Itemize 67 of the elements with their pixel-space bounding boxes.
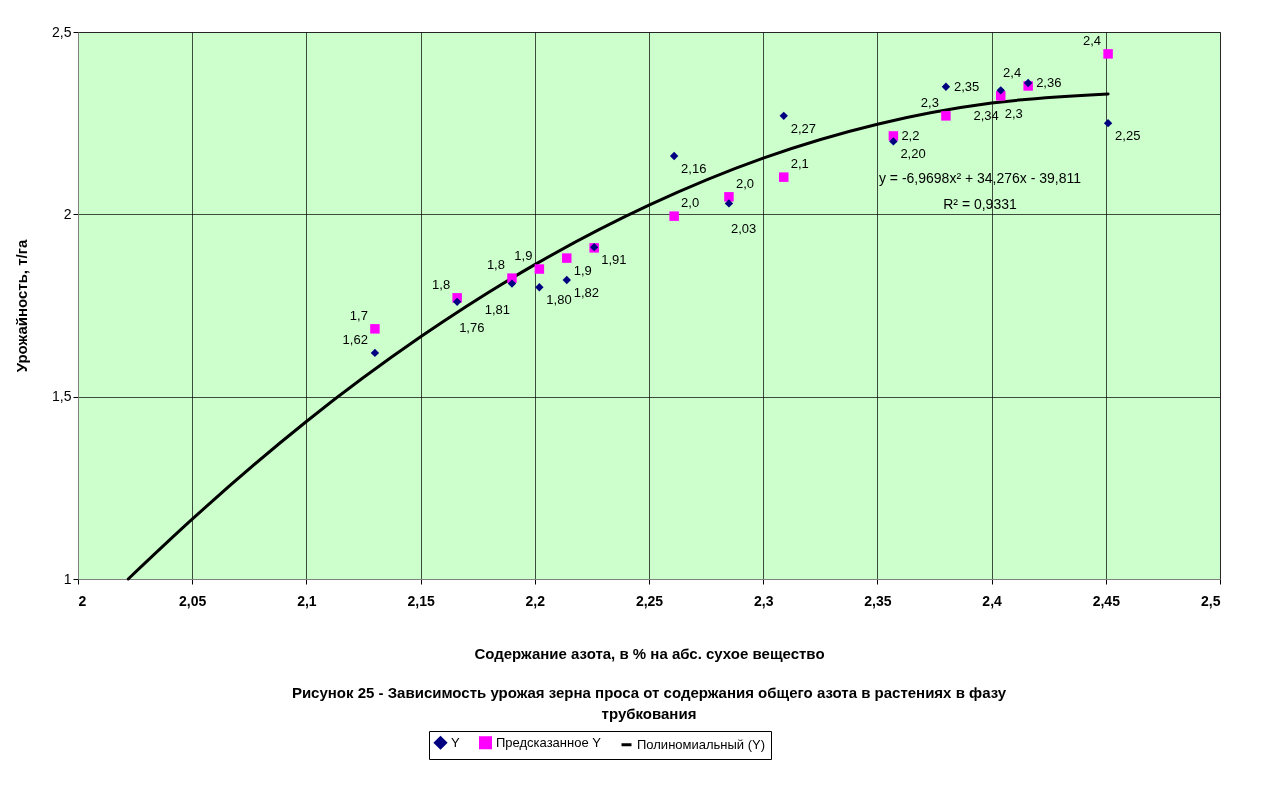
x-tick-label: 2,45 <box>1092 592 1121 609</box>
x-tick-label: 2,1 <box>297 592 317 609</box>
x-tick-label: 2,4 <box>982 592 1003 609</box>
data-label: 2,35 <box>953 78 980 94</box>
x-axis-title: Содержание азота, в % на абс. сухое вещество <box>474 644 825 662</box>
x-tick-label: 2,35 <box>864 592 892 609</box>
legend-label: Предсказанное Y <box>496 734 602 750</box>
y-tick-label: 2 <box>63 205 72 222</box>
y-tick-label: 1 <box>63 570 72 587</box>
data-label: 1,9 <box>573 263 592 279</box>
data-label: 2,4 <box>1083 32 1102 48</box>
data-label: 2,3 <box>920 94 939 110</box>
legend-label: Y <box>451 734 460 750</box>
data-label: 2,03 <box>730 221 757 237</box>
data-label: 1,9 <box>514 248 533 264</box>
point <box>452 297 462 307</box>
y-tick-label: 2,5 <box>52 23 72 40</box>
point <box>889 137 898 146</box>
data-label: 2,36 <box>1036 75 1062 91</box>
point <box>1103 49 1113 59</box>
data-label: 2,2 <box>901 127 920 143</box>
data-label: 2,0 <box>681 195 700 211</box>
data-label: 1,91 <box>601 252 627 268</box>
legend-label: Полиномиальный (Y) <box>637 736 766 752</box>
point <box>562 253 572 263</box>
data-label: 2,20 <box>900 146 926 162</box>
data-label: 1,81 <box>484 301 510 317</box>
point <box>562 275 571 285</box>
data-label: 2,0 <box>735 175 755 191</box>
x-tick-label: 2,15 <box>407 592 435 609</box>
point <box>534 264 545 274</box>
data-label: 1,62 <box>342 331 368 347</box>
x-tick-label: 2,2 <box>525 592 546 609</box>
point <box>535 283 544 292</box>
x-tick-label: 2,5 <box>1201 592 1221 609</box>
x-tick-label: 2,05 <box>179 592 207 609</box>
point <box>370 324 380 334</box>
y-tick-label: 1,5 <box>52 388 72 405</box>
data-label: 1,7 <box>349 307 368 323</box>
text: Рисунок 25 - Зависимость урожая зерна проса от содержания общего азота в растениях в фазу трубкования <box>291 684 1007 722</box>
data-label: 2,4 <box>1003 64 1022 80</box>
y-axis-title: Урожайность, т/га <box>13 239 31 373</box>
point <box>669 211 679 221</box>
point <box>724 192 734 202</box>
data-label: 1,82 <box>573 284 600 300</box>
data-label: 2,16 <box>681 160 707 176</box>
point <box>941 111 951 121</box>
data-label: 2,25 <box>1115 128 1141 144</box>
data-label: 1,8 <box>486 257 505 273</box>
data-label: 1,80 <box>546 292 572 308</box>
point <box>669 151 679 161</box>
point <box>724 199 734 208</box>
x-tick-label: 2,25 <box>635 592 664 609</box>
point <box>779 111 788 121</box>
x-tick-label: 2 <box>78 592 87 609</box>
data-label: 2,27 <box>790 120 817 136</box>
data-label: 1,76 <box>459 319 485 335</box>
point <box>996 86 1005 95</box>
data-label: 2,3 <box>1004 105 1023 121</box>
point <box>779 172 789 182</box>
point <box>507 279 517 288</box>
point <box>370 348 380 358</box>
point <box>941 82 951 91</box>
x-tick-label: 2,3 <box>753 592 774 609</box>
point <box>1103 118 1113 128</box>
data-label: 1,8 <box>432 276 451 292</box>
data-label: 2,1 <box>790 156 809 172</box>
